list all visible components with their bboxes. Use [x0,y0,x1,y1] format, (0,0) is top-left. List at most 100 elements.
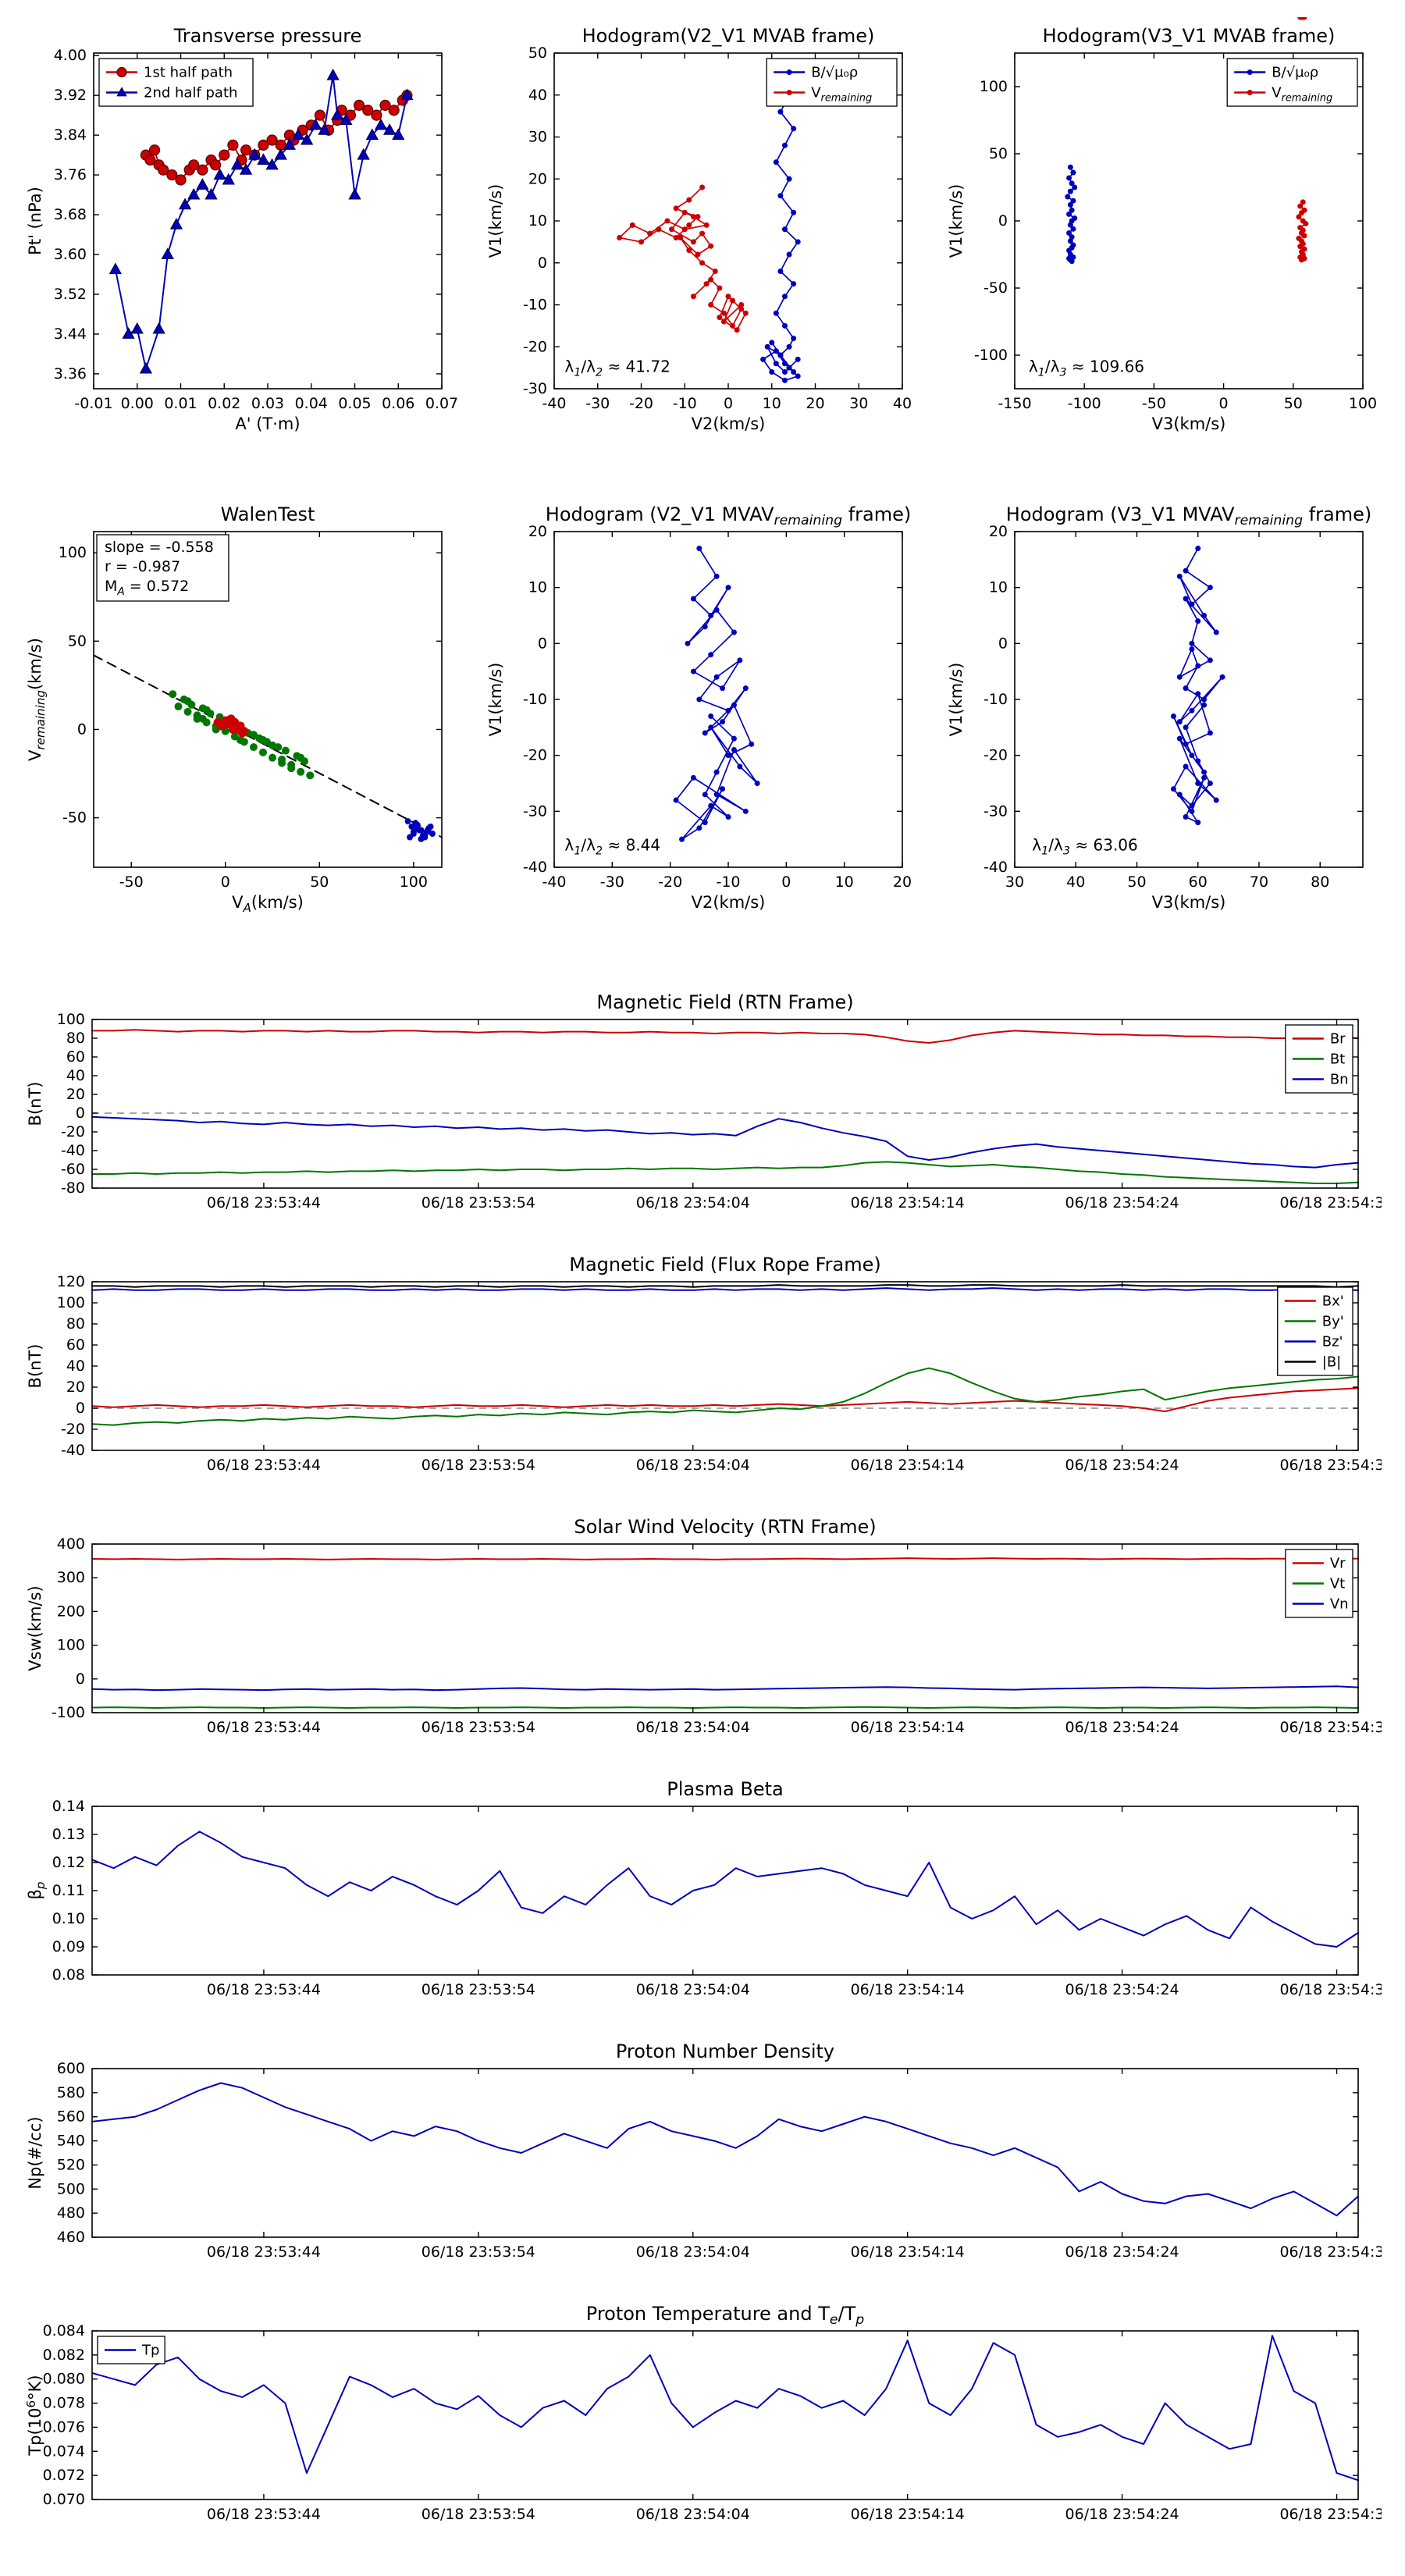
chart-walen-test: -50 0 50 100 -50 0 50 100 WalenTest VA​(km/s) Vrem… [23,496,461,917]
svg-text:06/18 23:54:14: 06/18 23:54:14 [851,1457,965,1474]
svg-text:1st half path: 1st half path [144,65,233,81]
svg-text:-20: -20 [629,395,653,412]
svg-text:Proton Number Density: Proton Number Density [616,2041,834,2062]
svg-text:V1(km/s): V1(km/s) [486,184,505,258]
svg-text:06/18 23:54:14: 06/18 23:54:14 [851,2243,965,2261]
svg-text:-40: -40 [61,1142,85,1159]
chart-magnetic-field-flux-rope: 06/18 23:53:44 06/18 23:53:54 06/18 23:54:… [23,1247,1394,1482]
svg-text:100: 100 [1349,395,1377,412]
svg-text:0: 0 [998,212,1008,229]
svg-text:-40: -40 [523,859,547,876]
svg-text:-40: -40 [542,873,566,891]
svg-text:60: 60 [66,1048,85,1066]
svg-text:0.11: 0.11 [52,1882,85,1899]
svg-text:-150: -150 [998,395,1031,412]
svg-text:-10: -10 [673,395,697,412]
svg-text:-30: -30 [600,873,624,891]
svg-text:06/18 23:54:34: 06/18 23:54:34 [1279,1457,1382,1474]
svg-text:40: 40 [66,1357,85,1375]
svg-text:10: 10 [989,579,1008,596]
svg-text:B(nT): B(nT) [26,1344,44,1389]
svg-text:-50: -50 [1142,395,1166,412]
svg-text:3.60: 3.60 [54,246,87,263]
svg-text:Hodogram (V3_V1 MVAVremaining​: Hodogram (V3_V1 MVAVremaining​ frame) [1006,503,1371,528]
svg-text:Bx': Bx' [1322,1293,1344,1310]
svg-text:0.10: 0.10 [52,1910,85,1927]
svg-text:Vn: Vn [1330,1596,1349,1613]
svg-text:3.68: 3.68 [54,206,87,223]
svg-text:500: 500 [57,2180,85,2197]
svg-text:20: 20 [893,873,912,891]
svg-text:-30: -30 [523,802,547,820]
svg-text:0.04: 0.04 [295,395,328,412]
svg-text:06/18 23:54:14: 06/18 23:54:14 [851,1719,965,1736]
svg-text:3.36: 3.36 [54,365,87,382]
svg-text:06/18 23:54:04: 06/18 23:54:04 [636,2506,750,2523]
svg-text:0.084: 0.084 [43,2322,85,2339]
svg-text:06/18 23:54:24: 06/18 23:54:24 [1065,1457,1179,1474]
svg-text:0.01: 0.01 [164,395,197,412]
svg-text:0: 0 [1219,395,1229,412]
svg-text:10: 10 [763,395,781,412]
chart-hodogram-v2v1-mvav: -40 -30 -20 -10 0 10 20 -40 -30 -20 -10 0 10 20 Hodogr… [484,496,921,917]
svg-text:λ1​/λ3​ ≈ 63.06: λ1​/λ3​ ≈ 63.06 [1032,836,1137,858]
svg-text:-30: -30 [984,802,1008,820]
svg-text:100: 100 [57,1011,85,1028]
svg-text:50: 50 [1127,873,1146,891]
svg-text:60: 60 [66,1336,85,1354]
svg-text:100: 100 [980,78,1008,95]
svg-text:B/√μ₀ρ: B/√μ₀ρ [1272,65,1318,81]
svg-text:0.080: 0.080 [43,2371,85,2388]
svg-text:0: 0 [538,254,547,272]
svg-text:0: 0 [77,720,87,738]
svg-text:VA​(km/s): VA​(km/s) [232,893,304,915]
svg-text:Hodogram (V2_V1 MVAVremaining​: Hodogram (V2_V1 MVAVremaining​ frame) [546,503,911,528]
svg-text:4.00: 4.00 [54,47,87,64]
svg-text:λ1​/λ2​ ≈ 41.72: λ1​/λ2​ ≈ 41.72 [564,358,670,379]
svg-text:06/18 23:54:34: 06/18 23:54:34 [1279,1719,1382,1736]
chart-magnetic-field-rtn: 06/18 23:53:44 06/18 23:53:54 06/18 23:54:… [23,985,1394,1219]
svg-text:06/18 23:53:44: 06/18 23:53:44 [207,2243,321,2261]
svg-text:3.76: 3.76 [54,166,87,183]
svg-text:WalenTest: WalenTest [221,503,315,525]
chart-hodogram-v3v1-mvav: 30 40 50 60 70 80 -40 -30 -20 -10 0 10 20 Hodogram (V… [944,496,1382,917]
chart-plasma-beta: 06/18 23:53:44 06/18 23:53:54 06/18 23:54:… [23,1772,1394,2006]
svg-text:06/18 23:54:14: 06/18 23:54:14 [851,1194,965,1212]
svg-text:-10: -10 [523,297,547,314]
svg-text:-10: -10 [716,873,740,891]
svg-text:Magnetic Field (Flux Rope Fram: Magnetic Field (Flux Rope Frame) [569,1254,880,1276]
svg-text:0.06: 0.06 [382,395,414,412]
svg-text:06/18 23:54:14: 06/18 23:54:14 [851,2506,965,2523]
svg-text:100: 100 [57,1294,85,1311]
svg-text:20: 20 [66,1379,85,1396]
svg-text:10: 10 [528,212,547,229]
svg-text:540: 540 [57,2133,85,2150]
svg-text:Vsw(km/s): Vsw(km/s) [26,1585,44,1671]
svg-text:40: 40 [66,1067,85,1084]
svg-text:06/18 23:54:34: 06/18 23:54:34 [1279,1981,1382,1998]
svg-text:V2(km/s): V2(km/s) [692,893,766,912]
svg-text:Vremaining​: Vremaining​ [1272,85,1332,105]
svg-text:0.072: 0.072 [43,2467,85,2484]
svg-text:300: 300 [57,1569,85,1586]
svg-text:100: 100 [400,873,428,891]
svg-text:-50: -50 [62,809,87,827]
svg-text:2nd half path: 2nd half path [144,85,237,101]
svg-text:20: 20 [528,170,547,187]
svg-text:3.52: 3.52 [54,286,87,303]
svg-text:Np(#/cc): Np(#/cc) [26,2116,44,2189]
svg-text:V3(km/s): V3(km/s) [1152,415,1226,433]
svg-text:Tp: Tp [141,2343,159,2359]
svg-text:0.14: 0.14 [52,1798,85,1815]
svg-text:V1(km/s): V1(km/s) [947,663,966,737]
svg-text:-30: -30 [523,380,547,397]
svg-text:520: 520 [57,2156,85,2173]
svg-text:-20: -20 [984,747,1008,764]
svg-text:70: 70 [1250,873,1268,891]
svg-text:slope = -0.558: slope = -0.558 [105,539,214,556]
svg-text:0: 0 [221,873,230,891]
svg-text:06/18 23:54:04: 06/18 23:54:04 [636,1194,750,1212]
svg-text:Vt: Vt [1330,1576,1345,1592]
svg-text:60: 60 [1189,873,1208,891]
